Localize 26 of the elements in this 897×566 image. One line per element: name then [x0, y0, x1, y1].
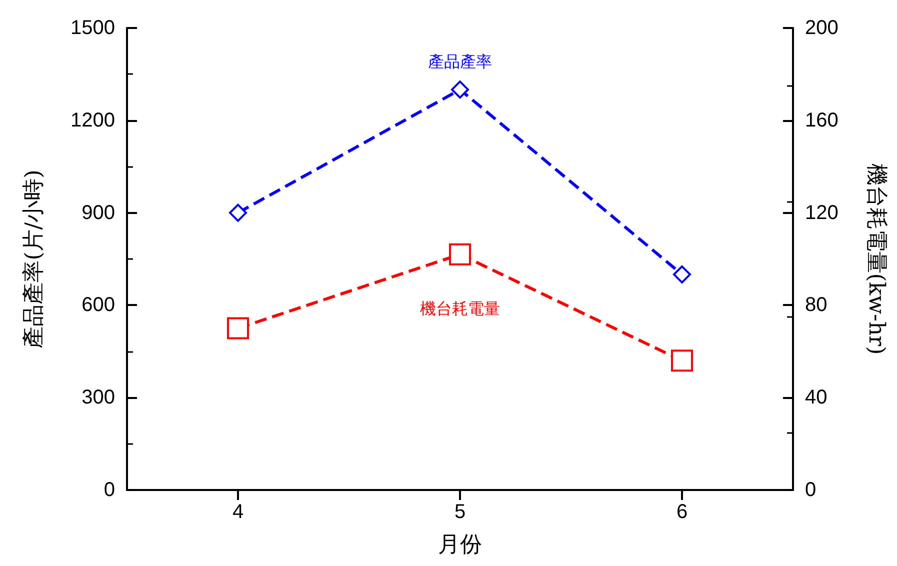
series-label: 產品產率 — [428, 52, 492, 72]
y-tick-label: 1500 — [70, 17, 115, 39]
point — [671, 350, 693, 372]
point — [451, 80, 469, 99]
point — [229, 204, 247, 222]
point — [227, 317, 249, 340]
y2-tick-label: 40 — [805, 386, 828, 409]
y-tick-label: 600 — [82, 294, 115, 316]
y2-tick-label: 160 — [805, 109, 838, 132]
x-tick-label: 5 — [454, 501, 466, 523]
y-tick-label: 0 — [104, 479, 115, 501]
y-tick-label: 900 — [82, 202, 115, 224]
y-tick-label: 300 — [82, 386, 115, 409]
x-tick-label: 4 — [232, 501, 244, 523]
point — [673, 265, 691, 284]
y-axis-title: 產品產率(片/小時) — [22, 170, 46, 348]
y2-tick-label: 0 — [805, 479, 816, 501]
y2-axis-title: 機台耗電量(kw-hr) — [864, 163, 888, 355]
y2-tick-label: 80 — [805, 294, 828, 316]
y2-tick-label: 120 — [805, 202, 838, 224]
x-axis-title: 月份 — [438, 532, 482, 558]
series-label: 機台耗電量 — [420, 298, 500, 318]
y-tick-label: 1200 — [70, 109, 115, 132]
point — [449, 243, 471, 266]
x-tick-label: 6 — [676, 501, 688, 523]
y2-tick-label: 200 — [805, 17, 838, 39]
